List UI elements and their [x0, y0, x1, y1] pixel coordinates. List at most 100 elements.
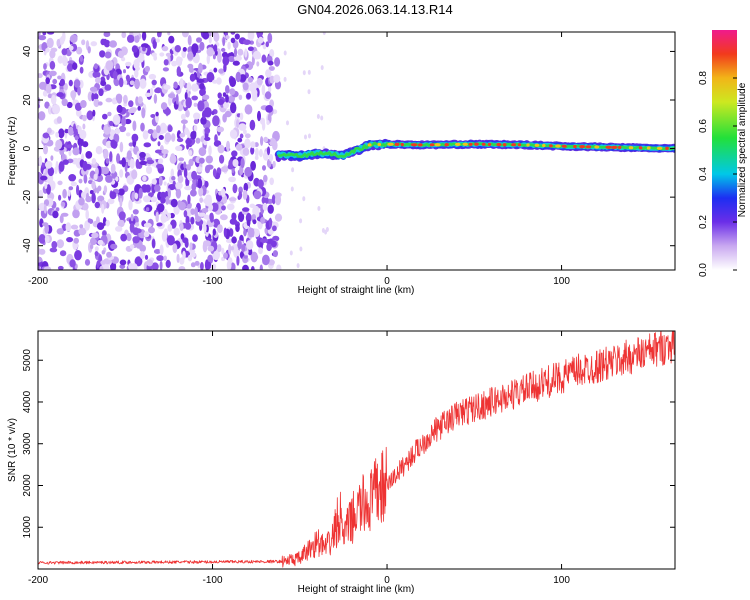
noise-blob — [164, 108, 171, 116]
noise-blob — [179, 80, 184, 89]
noise-blob — [267, 32, 273, 44]
noise-blob — [258, 247, 263, 255]
noise-blob — [225, 35, 230, 40]
noise-blob — [125, 61, 132, 67]
noise-blob — [254, 142, 259, 148]
noise-blob — [133, 59, 140, 70]
noise-blob — [129, 158, 135, 169]
noise-blob — [69, 34, 78, 43]
noise-blob — [188, 149, 193, 157]
noise-blob — [235, 71, 241, 83]
noise-blob — [89, 86, 98, 92]
noise-blob — [213, 44, 218, 53]
noise-blob — [154, 88, 159, 93]
noise-blob — [228, 243, 232, 255]
noise-blob — [145, 207, 150, 212]
x-tick-label: -100 — [203, 276, 223, 287]
noise-blob — [133, 32, 139, 36]
noise-blob — [204, 259, 209, 270]
noise-blob — [63, 83, 68, 91]
noise-blob — [94, 246, 99, 252]
noise-blob — [252, 219, 257, 225]
noise-blob — [252, 228, 260, 238]
noise-blob — [81, 39, 86, 46]
noise-blob — [49, 70, 57, 77]
noise-blob — [182, 47, 187, 52]
noise-blob — [134, 78, 141, 90]
noise-blob — [109, 151, 113, 163]
noise-blob — [150, 196, 158, 203]
noise-blob — [161, 149, 169, 155]
noise-blob — [38, 189, 44, 199]
noise-blob — [210, 263, 217, 270]
signal-peak — [579, 145, 586, 149]
noise-blob — [156, 255, 164, 262]
noise-blob — [38, 32, 41, 37]
y-tick-label: -20 — [22, 189, 33, 204]
noise-blob — [119, 169, 124, 178]
noise-blob — [172, 243, 178, 254]
noise-blob — [131, 133, 139, 142]
noise-blob — [120, 233, 128, 242]
noise-blob — [46, 184, 51, 195]
colorbar-gradient — [712, 30, 737, 270]
noise-blob — [204, 136, 211, 141]
noise-blob — [191, 43, 199, 54]
noise-blob — [88, 71, 95, 78]
noise-blob — [38, 103, 41, 109]
signal-track — [274, 138, 675, 162]
noise-blob — [72, 62, 78, 70]
noise-blob — [269, 49, 275, 58]
noise-blob — [263, 174, 268, 183]
noise-speck — [316, 114, 320, 119]
y-tick-label: 0 — [22, 145, 33, 151]
signal-peak — [611, 145, 618, 149]
noise-blob — [104, 84, 112, 91]
noise-blob — [185, 97, 192, 109]
noise-blob — [203, 214, 210, 220]
noise-blob — [209, 212, 214, 223]
spectrogram-frame — [37, 31, 676, 271]
noise-blob — [98, 88, 104, 97]
noise-blob — [91, 158, 97, 165]
noise-blob — [217, 244, 222, 253]
noise-blob — [119, 197, 123, 207]
noise-blob — [76, 184, 80, 196]
noise-blob — [167, 32, 171, 36]
noise-blob — [118, 211, 126, 221]
noise-blob — [103, 148, 109, 160]
noise-blob — [105, 60, 114, 71]
noise-blob — [70, 181, 78, 187]
noise-blob — [47, 166, 55, 177]
noise-blob — [38, 265, 41, 270]
noise-blob — [45, 48, 50, 53]
noise-blob — [99, 265, 104, 270]
noise-blob — [79, 129, 87, 140]
noise-blob — [229, 88, 236, 96]
noise-blob — [198, 147, 207, 157]
noise-region — [38, 32, 329, 270]
noise-blob — [198, 157, 205, 164]
noise-blob — [212, 168, 217, 178]
noise-blob — [121, 116, 127, 127]
noise-blob — [151, 178, 157, 185]
noise-blob — [260, 117, 265, 125]
noise-blob — [175, 182, 183, 190]
noise-blob — [142, 46, 146, 52]
noise-blob — [52, 104, 61, 115]
noise-blob — [52, 210, 59, 219]
noise-blob — [77, 86, 81, 96]
noise-blob — [167, 125, 173, 132]
noise-blob — [62, 32, 66, 42]
noise-blob — [43, 63, 47, 70]
noise-blob — [168, 93, 176, 99]
noise-blob — [159, 260, 163, 270]
noise-speck — [324, 229, 328, 235]
noise-blob — [251, 214, 257, 220]
noise-blob — [144, 65, 150, 73]
noise-blob — [191, 95, 198, 101]
noise-blob — [116, 104, 123, 114]
noise-blob — [266, 120, 270, 126]
noise-blob — [158, 158, 164, 165]
noise-blob — [128, 142, 134, 147]
